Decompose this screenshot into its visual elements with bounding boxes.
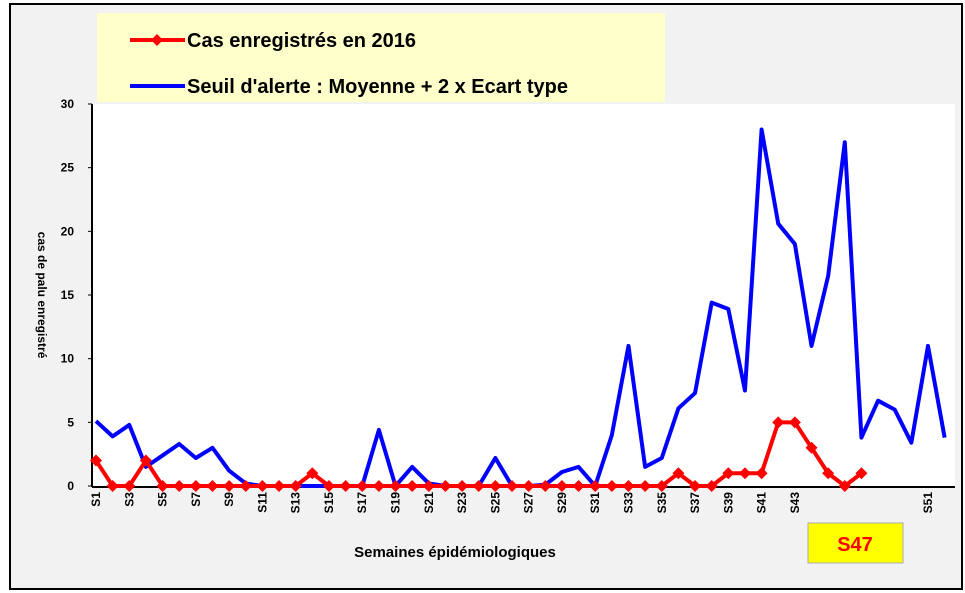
x-tick-label: S9 [222, 492, 236, 507]
marker [555, 480, 568, 492]
x-tick-label: S33 [621, 492, 635, 514]
marker [772, 416, 785, 429]
x-tick-label: S25 [488, 492, 502, 514]
marker [539, 480, 552, 492]
marker [472, 480, 485, 492]
x-tick-label: S29 [555, 492, 569, 514]
x-tick-label: S7 [189, 492, 203, 507]
x-tick-label: S21 [422, 492, 436, 514]
marker [356, 480, 369, 492]
x-tick-label: S11 [255, 492, 269, 513]
y-tick-label: 10 [61, 352, 75, 366]
x-tick-label: S5 [156, 492, 170, 507]
marker [705, 480, 718, 492]
legend-marker [151, 34, 163, 46]
marker [855, 467, 868, 480]
marker [256, 480, 269, 492]
marker [489, 480, 502, 492]
marker [90, 454, 102, 467]
marker [189, 480, 202, 492]
marker [738, 467, 751, 480]
marker [339, 480, 352, 492]
annotation-box [807, 522, 904, 564]
legend-label: Seuil d'alerte : Moyenne + 2 x Ecart typ… [187, 76, 568, 98]
annotation: S47 [837, 534, 873, 556]
y-axis-label: cas de palu enregistré [35, 232, 49, 359]
y-tick-label: 20 [61, 224, 75, 238]
marker [722, 467, 735, 480]
x-tick-label: S19 [389, 492, 403, 514]
marker [422, 480, 435, 492]
x-tick-label: S13 [289, 492, 303, 514]
marker [322, 480, 335, 492]
marker [239, 480, 252, 492]
y-tick-label: 5 [67, 415, 74, 429]
x-tick-label: S3 [122, 492, 136, 507]
x-tick-label: S43 [788, 492, 802, 514]
x-axis-label: Semaines épidémiologiques [354, 544, 556, 561]
marker [123, 480, 136, 492]
marker [139, 454, 152, 467]
x-tick-label: S23 [455, 492, 469, 514]
marker [655, 480, 668, 492]
marker [822, 467, 835, 480]
marker [805, 441, 818, 454]
marker [156, 480, 169, 492]
x-tick-label: S41 [755, 492, 769, 514]
marker [522, 480, 535, 492]
x-tick-label: S35 [655, 492, 669, 514]
marker [106, 480, 119, 492]
marker [206, 480, 219, 492]
marker [389, 480, 402, 492]
y-tick-label: 25 [61, 161, 75, 175]
marker [639, 480, 652, 492]
marker [788, 416, 801, 429]
marker [439, 480, 452, 492]
marker [622, 480, 635, 492]
legend [97, 13, 665, 102]
y-tick-label: 15 [61, 288, 75, 302]
marker [672, 467, 685, 480]
marker [306, 467, 319, 480]
marker [406, 480, 419, 492]
marker [589, 480, 602, 492]
x-tick-label: S39 [721, 492, 735, 514]
x-tick-label: S1 [89, 492, 103, 507]
y-tick-label: 30 [61, 97, 75, 111]
marker [755, 467, 768, 480]
marker [605, 480, 618, 492]
marker [223, 480, 236, 492]
marker [506, 480, 518, 492]
marker [372, 480, 385, 492]
plot-area [92, 104, 955, 487]
marker [456, 480, 469, 492]
marker [273, 480, 286, 492]
x-tick-label: S27 [522, 492, 536, 514]
marker [289, 480, 302, 492]
x-tick-label: S37 [688, 492, 702, 514]
marker [689, 480, 702, 492]
marker [838, 480, 851, 492]
marker [173, 480, 186, 492]
x-tick-label: S15 [322, 492, 336, 514]
legend-label: Cas enregistrés en 2016 [187, 30, 416, 52]
marker [572, 480, 585, 492]
x-tick-label: S31 [588, 492, 602, 514]
x-tick-label: S51 [921, 492, 935, 514]
x-tick-label: S17 [355, 492, 369, 514]
y-tick-label: 0 [67, 479, 74, 493]
